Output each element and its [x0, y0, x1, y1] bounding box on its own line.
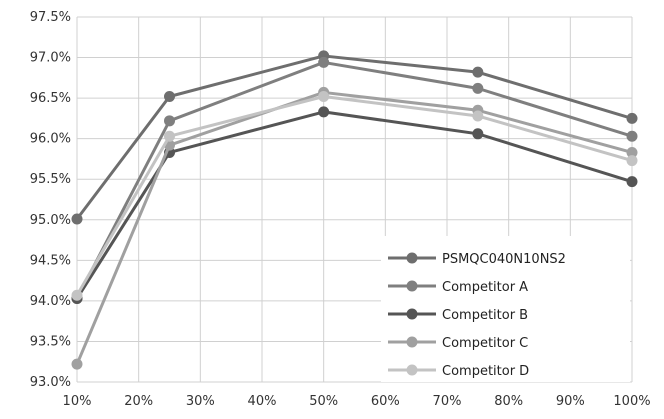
legend-item: PSMQC040N10NS2: [388, 252, 566, 267]
legend-label: Competitor D: [442, 364, 529, 379]
data-point: [164, 90, 175, 102]
legend-swatch-marker: [406, 336, 418, 348]
y-tick-label: 94.0%: [30, 294, 71, 309]
data-point: [472, 128, 484, 140]
x-tick-label: 80%: [494, 394, 523, 409]
data-point: [626, 176, 638, 188]
data-point: [472, 82, 484, 94]
y-tick-label: 93.0%: [30, 375, 71, 390]
y-tick-label: 95.0%: [30, 213, 71, 228]
data-point: [318, 90, 330, 102]
y-tick-label: 93.5%: [30, 334, 71, 349]
data-point: [71, 289, 83, 301]
data-point: [626, 155, 638, 167]
y-tick-label: 97.5%: [30, 10, 71, 25]
legend-label: PSMQC040N10NS2: [442, 252, 566, 267]
x-tick-label: 40%: [248, 394, 277, 409]
legend-swatch-marker: [406, 364, 418, 376]
legend-item: Competitor C: [388, 336, 528, 351]
y-tick-label: 95.5%: [30, 172, 71, 187]
y-tick-label: 94.5%: [30, 253, 71, 268]
x-tick-label: 70%: [433, 394, 462, 409]
series-0: [71, 50, 638, 225]
series-4: [71, 90, 638, 301]
series-lines: [71, 50, 638, 370]
data-point: [472, 110, 484, 122]
data-point: [71, 213, 83, 225]
y-tick-label: 96.5%: [30, 91, 71, 106]
x-tick-label: 20%: [124, 394, 153, 409]
data-point: [472, 66, 484, 78]
data-point: [626, 130, 638, 142]
legend-item: Competitor A: [388, 280, 528, 295]
y-tick-label: 97.0%: [30, 51, 71, 66]
x-tick-label: 50%: [309, 394, 338, 409]
x-tick-label: 10%: [63, 394, 92, 409]
data-point: [626, 146, 638, 158]
legend-label: Competitor A: [442, 280, 528, 295]
legend-label: Competitor B: [442, 308, 528, 323]
legend-swatch-marker: [406, 280, 418, 292]
data-point: [71, 358, 83, 370]
data-point: [318, 106, 330, 118]
data-point: [164, 115, 175, 127]
legend-item: Competitor B: [388, 308, 528, 323]
legend-box: [381, 236, 630, 382]
data-point: [626, 112, 638, 124]
legend-label: Competitor C: [442, 336, 528, 351]
legend-item: Competitor D: [388, 364, 529, 379]
legend: PSMQC040N10NS2 Competitor A Competitor B Co…: [381, 236, 630, 382]
axis-labels: 93.0% 93.5% 94.0% 94.5% 95.0% 95.5% 96.0% 96.5%…: [30, 10, 651, 409]
x-tick-label: 100%: [613, 394, 650, 409]
x-tick-label: 60%: [371, 394, 400, 409]
gridlines: [76, 16, 633, 383]
x-tick-label: 30%: [186, 394, 215, 409]
legend-swatch-marker: [406, 252, 418, 264]
legend-swatch-marker: [406, 308, 418, 320]
data-point: [164, 130, 175, 142]
data-point: [318, 56, 330, 68]
x-tick-label: 90%: [556, 394, 585, 409]
y-tick-label: 96.0%: [30, 132, 71, 147]
